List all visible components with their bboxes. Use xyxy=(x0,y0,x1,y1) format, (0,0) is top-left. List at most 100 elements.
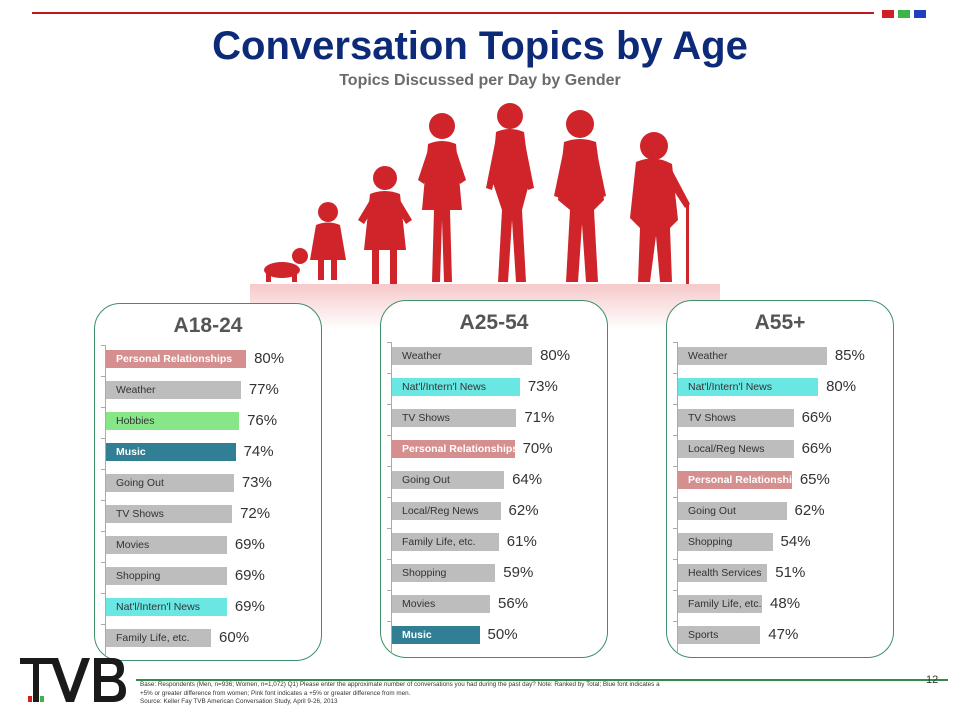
bar: Shopping xyxy=(678,533,773,551)
bar-value-label: 59% xyxy=(503,564,534,581)
bar: Shopping xyxy=(106,567,227,585)
bar-tick xyxy=(387,590,391,591)
bar: TV Shows xyxy=(106,505,233,523)
bar-value-label: 72% xyxy=(240,505,271,522)
panel-title: A55+ xyxy=(754,311,806,334)
bar: TV Shows xyxy=(678,409,794,427)
bar-value-label: 66% xyxy=(801,409,832,426)
bar: Going Out xyxy=(678,502,787,520)
bar-category-label: Shopping xyxy=(116,570,161,582)
bar-category-label: Going Out xyxy=(116,477,164,489)
bar-tick xyxy=(387,404,391,405)
bar: Movies xyxy=(106,536,227,554)
bar-value-label: 76% xyxy=(247,412,278,429)
bar-tick xyxy=(101,624,105,625)
bar: Movies xyxy=(392,595,491,613)
bar-category-label: TV Shows xyxy=(116,508,164,520)
bar: Music xyxy=(106,443,236,461)
bar-value-label: 48% xyxy=(770,595,801,612)
bar: Nat'l/Intern'l News xyxy=(106,598,227,616)
top-rule xyxy=(32,12,874,14)
bar-value-label: 73% xyxy=(527,378,558,395)
footnote-line: +5% or greater difference from women; Pi… xyxy=(140,689,411,697)
page-title: Conversation Topics by Age xyxy=(212,24,748,68)
bar-category-label: Going Out xyxy=(402,474,450,486)
bar: Personal Relationships xyxy=(678,471,804,489)
bar-category-label: Shopping xyxy=(402,567,447,579)
bar-category-label: Hobbies xyxy=(116,415,155,427)
bar: Weather xyxy=(106,381,241,399)
bar-value-label: 61% xyxy=(506,533,537,550)
bar-value-label: 74% xyxy=(243,443,274,460)
bar-category-label: Nat'l/Intern'l News xyxy=(402,381,486,393)
bar: Going Out xyxy=(106,474,234,492)
bar-tick xyxy=(101,500,105,501)
bar-tick xyxy=(101,593,105,594)
panel-title: A25-54 xyxy=(459,311,529,334)
bar: Nat'l/Intern'l News xyxy=(392,378,520,396)
bar-category-label: Personal Relationships xyxy=(116,353,233,365)
bar-value-label: 71% xyxy=(524,409,555,426)
footnote-line: Source: Keller Fay TVB American Conversa… xyxy=(140,698,338,705)
bar-chart-a18-24: Personal Relationships 80% Weather 77% Hobbi… xyxy=(95,304,321,660)
accent-square-green xyxy=(898,10,910,18)
page-subtitle: Topics Discussed per Day by Gender xyxy=(339,72,621,89)
bar: Local/Reg News xyxy=(678,440,794,458)
bar: Music xyxy=(392,626,480,644)
bar-tick xyxy=(387,466,391,467)
bar: Personal Relationships xyxy=(106,350,247,368)
bar-category-label: Weather xyxy=(688,350,728,362)
bar-value-label: 80% xyxy=(540,347,571,364)
bar-tick xyxy=(673,435,677,436)
panel-a25-54: A25-54 Weather 80% Nat'l/Intern'l News 73% T… xyxy=(380,300,608,658)
bar-value-label: 50% xyxy=(487,626,518,643)
bar-category-label: Local/Reg News xyxy=(688,443,765,455)
bar-tick xyxy=(387,435,391,436)
bar-value-label: 80% xyxy=(254,350,285,367)
accent-square-red xyxy=(882,10,894,18)
bar-value-label: 69% xyxy=(234,598,265,615)
bar-value-label: 64% xyxy=(512,471,543,488)
bar: Hobbies xyxy=(106,412,240,430)
bar-tick xyxy=(101,562,105,563)
bar-value-label: 69% xyxy=(234,536,265,553)
bar-tick xyxy=(673,559,677,560)
bar-category-label: Family Life, etc. xyxy=(402,536,476,548)
bar-value-label: 62% xyxy=(794,502,825,519)
bar-tick xyxy=(101,345,105,346)
bar-category-label: Local/Reg News xyxy=(402,505,479,517)
bar-category-label: TV Shows xyxy=(402,412,450,424)
bar-category-label: Movies xyxy=(116,539,150,551)
bar: Shopping xyxy=(392,564,496,582)
bar-value-label: 70% xyxy=(522,440,553,457)
panel-title: A18-24 xyxy=(173,314,243,337)
footnote-line: Base: Respondents (Men, n=936; Women, n=… xyxy=(140,681,660,688)
bar-category-label: Nat'l/Intern'l News xyxy=(116,601,200,613)
bar-tick xyxy=(673,590,677,591)
panel-a18-24: A18-24 Personal Relationships 80% Weather 7… xyxy=(94,303,322,661)
bar-axis xyxy=(105,345,106,657)
bar-value-label: 56% xyxy=(498,595,529,612)
bar: Family Life, etc. xyxy=(678,595,763,613)
tvb-logo xyxy=(20,658,126,702)
bar-category-label: Weather xyxy=(402,350,442,362)
bar: Health Services xyxy=(678,564,768,582)
bar-tick xyxy=(387,342,391,343)
bar-tick xyxy=(673,404,677,405)
bar-tick xyxy=(673,621,677,622)
bar-axis xyxy=(677,342,678,654)
bar: Going Out xyxy=(392,471,505,489)
bar: TV Shows xyxy=(392,409,517,427)
bar-value-label: 80% xyxy=(826,378,857,395)
bar-category-label: Weather xyxy=(116,384,156,396)
bar-category-label: Music xyxy=(402,629,432,641)
bar-value-label: 54% xyxy=(780,533,811,550)
bar: Family Life, etc. xyxy=(392,533,499,551)
bar-tick xyxy=(101,469,105,470)
bar-category-label: Personal Relationships xyxy=(688,474,805,486)
bar-category-label: Nat'l/Intern'l News xyxy=(688,381,772,393)
bar: Personal Relationships xyxy=(392,440,518,458)
page-number: 12 xyxy=(926,674,939,686)
bar-tick xyxy=(387,497,391,498)
bar-category-label: Health Services xyxy=(688,567,762,579)
